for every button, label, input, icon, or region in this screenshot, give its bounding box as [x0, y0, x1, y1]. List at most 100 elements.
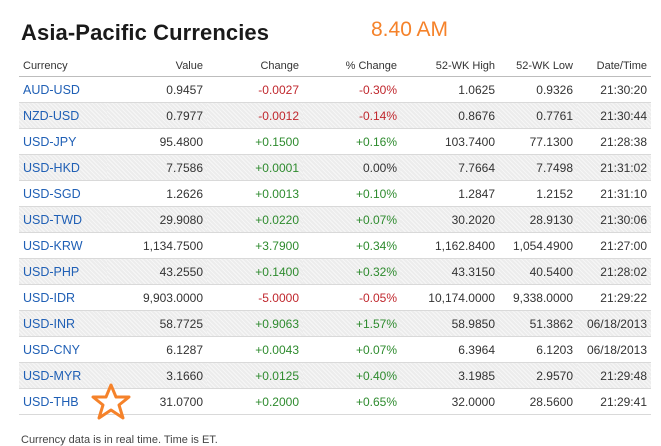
table-row: USD-HKD 7.7586 +0.0001 0.00% 7.7664 7.7498 21:…	[19, 154, 651, 181]
currency-link[interactable]: USD-JPY	[23, 134, 77, 149]
currency-cell: USD-IDR	[19, 284, 107, 311]
change-cell: +0.2000	[207, 388, 303, 415]
time-cell: 06/18/2013	[577, 310, 651, 337]
low-cell: 7.7498	[499, 154, 577, 181]
currency-link[interactable]: USD-HKD	[23, 160, 80, 175]
time-cell: 21:30:44	[577, 102, 651, 129]
header-value: Value	[107, 55, 207, 77]
change-cell: -0.0012	[207, 102, 303, 129]
currency-cell: NZD-USD	[19, 102, 107, 129]
currency-cell: USD-TWD	[19, 206, 107, 233]
value-cell: 1,134.7500	[107, 232, 207, 259]
currency-link[interactable]: USD-TWD	[23, 212, 83, 227]
table-row: USD-CNY 6.1287 +0.0043 +0.07% 6.3964 6.1203 06…	[19, 336, 651, 363]
currency-link[interactable]: USD-PHP	[23, 264, 80, 279]
high-cell: 6.3964	[401, 336, 499, 363]
change-cell: +0.1400	[207, 258, 303, 285]
header-pct-change: % Change	[303, 55, 401, 77]
value-cell: 7.7586	[107, 154, 207, 181]
high-cell: 30.2020	[401, 206, 499, 233]
page-title: Asia-Pacific Currencies	[21, 20, 270, 45]
pct-change-cell: -0.14%	[303, 102, 401, 129]
pct-change-cell: +0.10%	[303, 180, 401, 207]
low-cell: 40.5400	[499, 258, 577, 285]
currency-link[interactable]: NZD-USD	[23, 108, 80, 123]
low-cell: 0.7761	[499, 102, 577, 129]
value-cell: 1.2626	[107, 180, 207, 207]
currency-cell: USD-THB	[19, 388, 107, 415]
currency-link[interactable]: USD-INR	[23, 316, 76, 331]
header-date-time: Date/Time	[577, 55, 651, 77]
time-cell: 21:31:10	[577, 180, 651, 207]
table-row: USD-SGD 1.2626 +0.0013 +0.10% 1.2847 1.2152 21…	[19, 180, 651, 207]
low-cell: 9,338.0000	[499, 284, 577, 311]
value-cell: 43.2550	[107, 258, 207, 285]
low-cell: 2.9570	[499, 362, 577, 389]
value-cell: 3.1660	[107, 362, 207, 389]
table-row: USD-JPY 95.4800 +0.1500 +0.16% 103.7400 77.13…	[19, 128, 651, 155]
time-cell: 21:29:22	[577, 284, 651, 311]
time-cell: 21:31:02	[577, 154, 651, 181]
currency-cell: USD-INR	[19, 310, 107, 337]
header-currency: Currency	[19, 55, 107, 77]
change-cell: +0.0125	[207, 362, 303, 389]
pct-change-cell: +0.07%	[303, 336, 401, 363]
currency-cell: AUD-USD	[19, 76, 107, 103]
pct-change-cell: 0.00%	[303, 154, 401, 181]
high-cell: 0.8676	[401, 102, 499, 129]
currency-link[interactable]: USD-SGD	[23, 186, 81, 201]
header-52wk-low: 52-WK Low	[499, 55, 577, 77]
pct-change-cell: +0.65%	[303, 388, 401, 415]
high-cell: 58.9850	[401, 310, 499, 337]
change-cell: +0.0043	[207, 336, 303, 363]
change-cell: +0.0220	[207, 206, 303, 233]
change-cell: +0.9063	[207, 310, 303, 337]
currency-link[interactable]: AUD-USD	[23, 82, 80, 97]
pct-change-cell: -0.05%	[303, 284, 401, 311]
value-cell: 6.1287	[107, 336, 207, 363]
value-cell: 0.9457	[107, 76, 207, 103]
change-cell: -0.0027	[207, 76, 303, 103]
pct-change-cell: -0.30%	[303, 76, 401, 103]
currency-table: Currency Value Change % Change 52-WK Hig…	[19, 55, 651, 415]
low-cell: 28.5600	[499, 388, 577, 415]
table-row: USD-TWD 29.9080 +0.0220 +0.07% 30.2020 28.913…	[19, 206, 651, 233]
time-cell: 21:29:41	[577, 388, 651, 415]
pct-change-cell: +0.32%	[303, 258, 401, 285]
low-cell: 0.9326	[499, 76, 577, 103]
table-row: USD-THB 31.0700 +0.2000 +0.65% 32.0000 28.560…	[19, 388, 651, 415]
time-cell: 21:30:20	[577, 76, 651, 103]
time-cell: 21:29:48	[577, 362, 651, 389]
currency-link[interactable]: USD-IDR	[23, 290, 76, 305]
time-cell: 21:30:06	[577, 206, 651, 233]
table-row: USD-IDR 9,903.0000 -5.0000 -0.05% 10,174.000…	[19, 284, 651, 311]
table-row: NZD-USD 0.7977 -0.0012 -0.14% 0.8676 0.7761 21…	[19, 102, 651, 129]
currency-cell: USD-SGD	[19, 180, 107, 207]
currency-link[interactable]: USD-KRW	[23, 238, 83, 253]
table-row: USD-MYR 3.1660 +0.0125 +0.40% 3.1985 2.9570 21…	[19, 362, 651, 389]
footer-note: Currency data is in real time. Time is E…	[21, 434, 218, 446]
header-52wk-high: 52-WK High	[401, 55, 499, 77]
value-cell: 58.7725	[107, 310, 207, 337]
time-cell: 21:27:00	[577, 232, 651, 259]
time-cell: 21:28:38	[577, 128, 651, 155]
table-row: USD-KRW 1,134.7500 +3.7900 +0.34% 1,162.8400…	[19, 232, 651, 259]
pct-change-cell: +0.07%	[303, 206, 401, 233]
high-cell: 7.7664	[401, 154, 499, 181]
currency-link[interactable]: USD-THB	[23, 394, 79, 409]
low-cell: 6.1203	[499, 336, 577, 363]
pct-change-cell: +0.34%	[303, 232, 401, 259]
high-cell: 1.0625	[401, 76, 499, 103]
pct-change-cell: +0.40%	[303, 362, 401, 389]
table-header-row: Currency Value Change % Change 52-WK Hig…	[19, 55, 651, 77]
high-cell: 43.3150	[401, 258, 499, 285]
high-cell: 3.1985	[401, 362, 499, 389]
currency-link[interactable]: USD-MYR	[23, 368, 82, 383]
time-cell: 21:28:02	[577, 258, 651, 285]
value-cell: 95.4800	[107, 128, 207, 155]
currency-cell: USD-JPY	[19, 128, 107, 155]
change-cell: -5.0000	[207, 284, 303, 311]
pct-change-cell: +1.57%	[303, 310, 401, 337]
value-cell: 0.7977	[107, 102, 207, 129]
currency-link[interactable]: USD-CNY	[23, 342, 80, 357]
